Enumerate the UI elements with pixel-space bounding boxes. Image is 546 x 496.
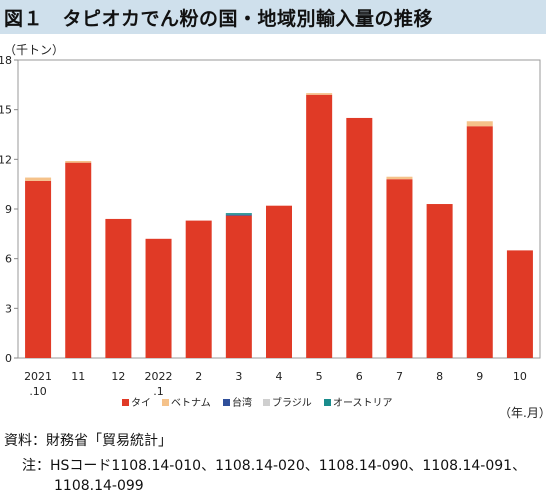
bar-タイ — [306, 94, 333, 359]
bar-タイ — [426, 204, 453, 358]
bar-台湾 — [225, 214, 252, 216]
y-axis-unit: （千トン） — [4, 43, 65, 57]
x-tick-label: 7 — [396, 370, 403, 383]
bar-タイ — [506, 250, 533, 358]
source-note: 資料：財務省「貿易統計」 — [4, 433, 172, 449]
bar-ベトナム — [25, 177, 52, 181]
bar-ベトナム — [306, 93, 333, 95]
x-tick-label: 2022 — [145, 370, 173, 383]
hs-code-note-cont: 1108.14-099 — [54, 478, 144, 494]
x-tick-label: 10 — [513, 370, 527, 383]
bar-タイ — [65, 162, 92, 358]
bar-ベトナム — [65, 160, 92, 163]
x-tick-label: 9 — [476, 370, 483, 383]
legend-label-オーストリア: オーストリア — [333, 397, 393, 409]
bar-タイ — [225, 215, 252, 358]
legend-swatch-ベトナム — [162, 399, 169, 406]
legend-swatch-オーストリア — [324, 399, 331, 406]
bar-タイ — [346, 117, 373, 358]
legend-swatch-台湾 — [223, 399, 230, 406]
bar-タイ — [466, 126, 493, 358]
bar-タイ — [386, 179, 413, 358]
x-axis-unit: （年.月） — [499, 406, 546, 420]
bar-タイ — [145, 238, 172, 358]
bar-タイ — [185, 220, 212, 358]
bar-タイ — [105, 218, 132, 358]
x-tick-label: 3 — [235, 370, 242, 383]
chart-plot: 0 3 6 9 12 15 18 2021 .10 11 12 2022 .1 2 3 4 5 6 7 8 9 10 タイ ベ… — [0, 54, 541, 409]
legend-swatch-ブラジル — [263, 399, 270, 406]
y-tick-label: 0 — [5, 352, 12, 365]
x-tick-label: 5 — [316, 370, 323, 383]
chart-title-bar: 図１ タピオカでん粉の国・地域別輸入量の推移 — [0, 0, 546, 34]
x-tick-label: 6 — [356, 370, 363, 383]
y-tick-label: 15 — [0, 104, 12, 117]
bar-タイ — [266, 205, 292, 358]
bar-オーストリア — [225, 213, 252, 215]
hs-code-note: 注：HSコード1108.14-010、1108.14-020、1108.14-0… — [22, 458, 527, 474]
bar-ベトナム — [466, 121, 493, 127]
y-tick-label: 3 — [5, 302, 12, 315]
x-tick-label: 12 — [111, 370, 125, 383]
legend-label-ベトナム: ベトナム — [171, 397, 211, 409]
y-tick-label: 12 — [0, 153, 12, 166]
legend-label-タイ: タイ — [131, 397, 151, 409]
legend-label-台湾: 台湾 — [232, 396, 252, 409]
x-tick-label: .1 — [153, 385, 164, 398]
legend-swatch-タイ — [122, 399, 129, 406]
x-tick-label: 2 — [195, 370, 202, 383]
y-tick-label: 18 — [0, 54, 12, 67]
x-tick-label: 11 — [71, 370, 85, 383]
legend-label-ブラジル: ブラジル — [272, 396, 312, 409]
x-tick-label: 2021 — [24, 370, 52, 383]
x-tick-label: 8 — [436, 370, 443, 383]
y-tick-label: 6 — [5, 253, 12, 266]
chart-title: 図１ タピオカでん粉の国・地域別輸入量の推移 — [4, 7, 434, 30]
x-tick-label: .10 — [29, 385, 47, 398]
x-tick-label: 4 — [276, 370, 283, 383]
bar-タイ — [25, 180, 52, 358]
bar-ベトナム — [386, 176, 413, 180]
y-tick-label: 9 — [5, 203, 12, 216]
